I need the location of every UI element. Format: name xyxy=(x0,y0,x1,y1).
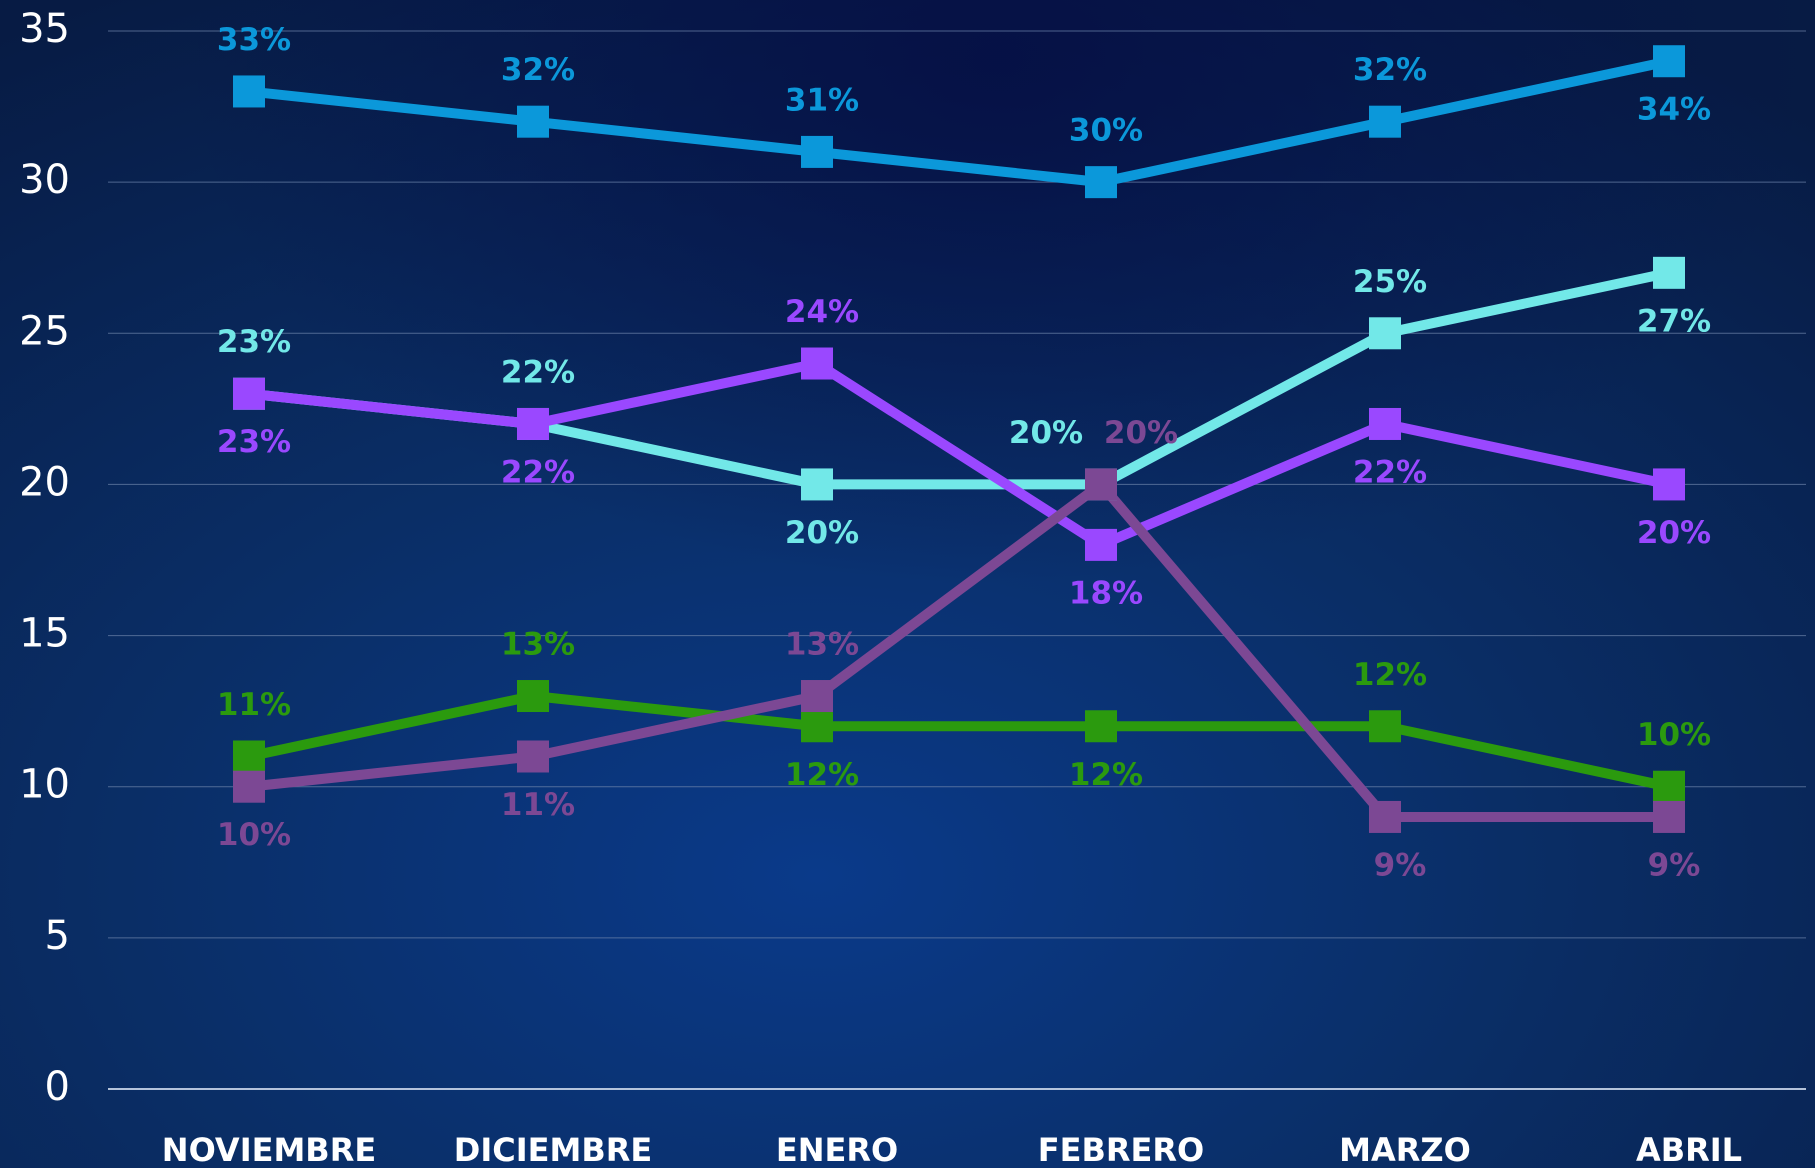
y-tick-label: 20 xyxy=(19,459,70,505)
marker xyxy=(233,377,265,410)
data-label: 23% xyxy=(217,324,291,360)
x-tick-label: ENERO xyxy=(776,1131,898,1168)
y-tick-label: 30 xyxy=(19,157,70,203)
marker xyxy=(801,710,833,743)
data-label: 9% xyxy=(1648,847,1701,883)
data-label: 27% xyxy=(1637,303,1711,339)
marker xyxy=(1653,256,1685,289)
marker xyxy=(233,740,265,773)
marker xyxy=(1085,166,1117,199)
y-tick-label: 15 xyxy=(19,611,70,657)
line xyxy=(247,691,1671,792)
data-label: 18% xyxy=(1069,575,1143,611)
y-tick-label: 35 xyxy=(19,6,70,52)
marker xyxy=(1653,770,1685,803)
data-label: 23% xyxy=(217,424,291,460)
data-label: 12% xyxy=(785,757,859,793)
data-label: 30% xyxy=(1069,113,1143,149)
data-label: 10% xyxy=(217,817,291,853)
marker xyxy=(233,770,265,803)
marker xyxy=(1085,468,1117,501)
marker xyxy=(801,468,833,501)
data-label: 24% xyxy=(785,294,859,330)
marker xyxy=(1369,317,1401,350)
data-label: 22% xyxy=(1353,454,1427,490)
data-label: 31% xyxy=(785,82,859,118)
data-label: 20% xyxy=(1009,415,1083,451)
data-label: 20% xyxy=(1637,515,1711,551)
data-label: 13% xyxy=(785,627,859,663)
x-tick-label: FEBRERO xyxy=(1038,1131,1204,1168)
line xyxy=(248,56,1671,188)
x-tick-label: ABRIL xyxy=(1636,1131,1742,1168)
x-tick-label: NOVIEMBRE xyxy=(162,1131,376,1168)
marker xyxy=(1653,800,1685,833)
marker xyxy=(1369,105,1401,138)
marker xyxy=(1369,407,1401,440)
data-label: 32% xyxy=(501,52,575,88)
line xyxy=(248,358,1671,550)
data-label: 9% xyxy=(1374,847,1427,883)
data-label: 22% xyxy=(501,354,575,390)
line xyxy=(248,479,1669,822)
marker xyxy=(801,135,833,168)
data-label: 11% xyxy=(501,787,575,823)
marker xyxy=(517,740,549,773)
marker xyxy=(1653,45,1685,78)
data-label: 32% xyxy=(1353,52,1427,88)
data-label: 12% xyxy=(1353,657,1427,693)
marker xyxy=(233,75,265,108)
data-label: 22% xyxy=(501,454,575,490)
marker xyxy=(1085,528,1117,561)
data-label: 34% xyxy=(1637,92,1711,128)
y-tick-label: 25 xyxy=(19,308,70,354)
data-label: 10% xyxy=(1637,717,1711,753)
data-label: 12% xyxy=(1069,757,1143,793)
marker xyxy=(801,680,833,713)
y-tick-label: 0 xyxy=(45,1064,70,1110)
y-tick-label: 5 xyxy=(45,913,70,959)
marker xyxy=(517,105,549,138)
data-label: 20% xyxy=(785,515,859,551)
marker xyxy=(517,407,549,440)
marker xyxy=(1369,800,1401,833)
marker xyxy=(1653,468,1685,501)
x-tick-label: MARZO xyxy=(1339,1131,1471,1168)
data-label: 20% xyxy=(1104,415,1178,451)
marker xyxy=(517,680,549,713)
marker xyxy=(1369,710,1401,743)
y-tick-label: 10 xyxy=(19,762,70,808)
data-label: 25% xyxy=(1353,264,1427,300)
data-label: 13% xyxy=(501,627,575,663)
marker xyxy=(801,347,833,380)
data-label: 33% xyxy=(217,22,291,58)
x-tick-label: DICIEMBRE xyxy=(454,1131,652,1168)
data-label: 11% xyxy=(217,687,291,723)
marker xyxy=(1085,710,1117,743)
